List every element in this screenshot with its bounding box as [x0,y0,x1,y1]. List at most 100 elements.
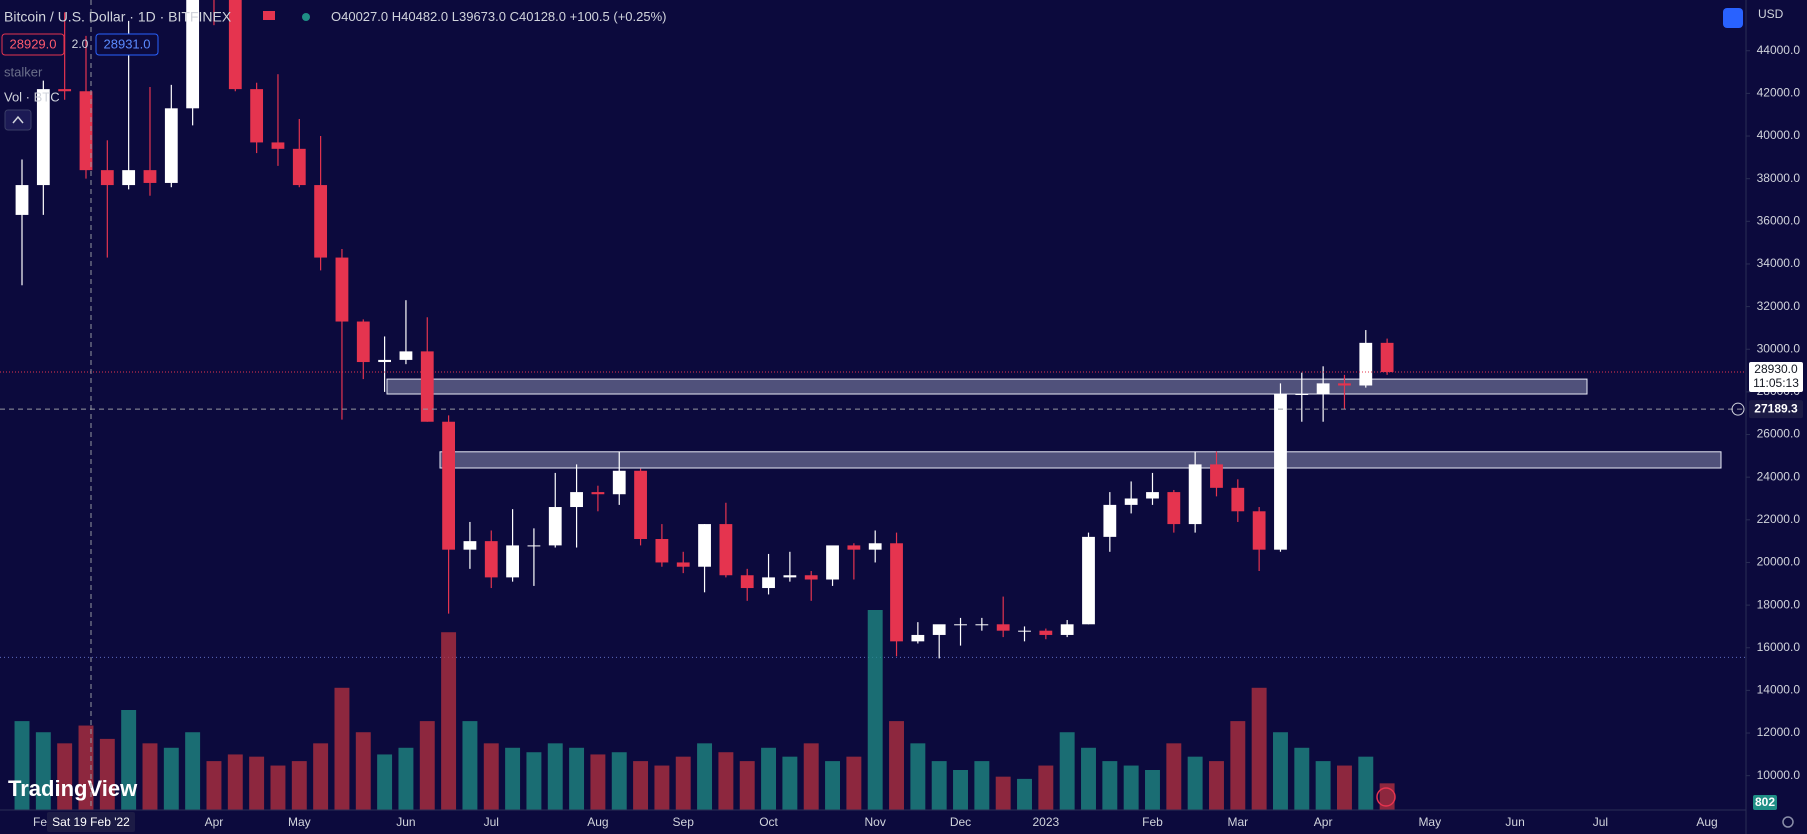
y-tick-label: 42000.0 [1757,86,1801,100]
candle-body [1359,342,1373,386]
alert-icon[interactable] [1376,787,1396,807]
volume-bar [1230,721,1246,810]
volume-bar [654,765,670,810]
volume-bar [57,743,73,810]
volume-bar [121,710,137,810]
volume-bar [995,776,1011,810]
candle-body [783,575,797,578]
volume-bar [697,743,713,810]
candle-body [122,170,136,186]
candle-body [399,351,413,360]
candle-body [570,492,583,508]
ask-price: 28931.0 [104,36,151,51]
candle-body [1295,394,1309,396]
y-tick-label: 18000.0 [1757,597,1801,611]
volume-bar [782,756,798,810]
chevron-icon [12,115,24,124]
volume-bar [1187,756,1203,810]
candle-body [1210,464,1223,488]
candle-body [890,543,903,642]
collapse-button[interactable] [4,109,32,131]
volume-bar [1315,761,1331,810]
candle-body [420,351,434,422]
y-tick-label: 26000.0 [1757,427,1801,441]
volume-bar [825,761,841,810]
volume-bar [1017,778,1032,810]
volume-bar [227,754,243,810]
x-tick-label: Oct [759,815,778,829]
candle-body [1252,511,1266,550]
x-tick-label: Apr [1314,815,1333,829]
gear-icon[interactable] [1782,816,1794,828]
volume-bar [675,756,691,810]
y-tick-label: 12000.0 [1757,725,1801,739]
x-tick-label: Mar [1227,815,1248,829]
candle-body [996,624,1010,631]
candle-body [292,148,306,186]
candle-body [506,545,519,578]
candle-body [676,562,690,567]
status-dot [302,13,310,21]
candle-body [762,577,775,589]
volume-bar [377,754,393,810]
volume-last-label: 802 [1755,795,1775,809]
candle-body [634,470,647,540]
ask-box[interactable] [95,33,159,56]
volume-bar [846,756,862,810]
y-tick-label: 14000.0 [1757,683,1801,697]
volume-bar [206,761,222,810]
open-readout: O40027.0 [331,9,388,24]
volume-bar [611,752,627,810]
candle-body [719,524,733,576]
volume-bar [974,761,990,810]
spread: 2.0 [72,37,89,51]
y-tick-label: 30000.0 [1757,341,1801,355]
volume-bar [1123,765,1139,810]
volume-bar [441,632,457,810]
x-tick-label: Nov [865,815,886,829]
y-tick-label: 40000.0 [1757,128,1801,142]
volume-last-box [1753,795,1777,810]
volume-bar [313,743,329,810]
flag-icon[interactable] [263,11,275,20]
volume-bar [569,747,585,810]
candle-body [271,142,285,149]
volume-bar [14,721,30,810]
candle-body [58,89,72,92]
x-tick-label: Feb [1142,815,1163,829]
volume-bar [334,687,350,810]
volume-bar [249,756,265,810]
settings-button[interactable] [1723,8,1743,28]
volume-bar [547,743,563,810]
candle-body [932,624,946,635]
candle-body [79,91,93,171]
y-tick-label: 32000.0 [1757,299,1801,313]
currency-label[interactable]: USD [1758,7,1784,21]
price-zone [386,378,1588,395]
volume-title: Vol · BTC [4,89,60,104]
crosshair-price-label: 27189.3 [1754,401,1798,415]
volume-bar [398,747,414,810]
brand-logo: TradingView [8,776,138,801]
bid-box[interactable] [1,33,65,56]
volume-bar [462,721,478,810]
volume-bar [483,743,499,810]
candle-body [1274,394,1287,550]
candle-body [1188,464,1202,525]
candle-body [378,359,392,363]
candle-body [100,170,114,186]
candle-body [36,89,50,186]
crosshair-price-box [1749,400,1803,419]
x-tick-label: Aug [1696,815,1717,829]
chart-title: Bitcoin / U.S. Dollar · 1D · BITFINEX [4,9,232,25]
crosshair-date-label: Sat 19 Feb '22 [52,815,130,829]
bid-price: 28929.0 [10,36,57,51]
volume-bar [931,761,947,810]
candle-body [698,524,711,567]
y-tick-label: 16000.0 [1757,640,1801,654]
candle-body [1103,504,1117,537]
y-tick-label: 10000.0 [1757,768,1801,782]
indicator-label: stalker [4,64,43,79]
